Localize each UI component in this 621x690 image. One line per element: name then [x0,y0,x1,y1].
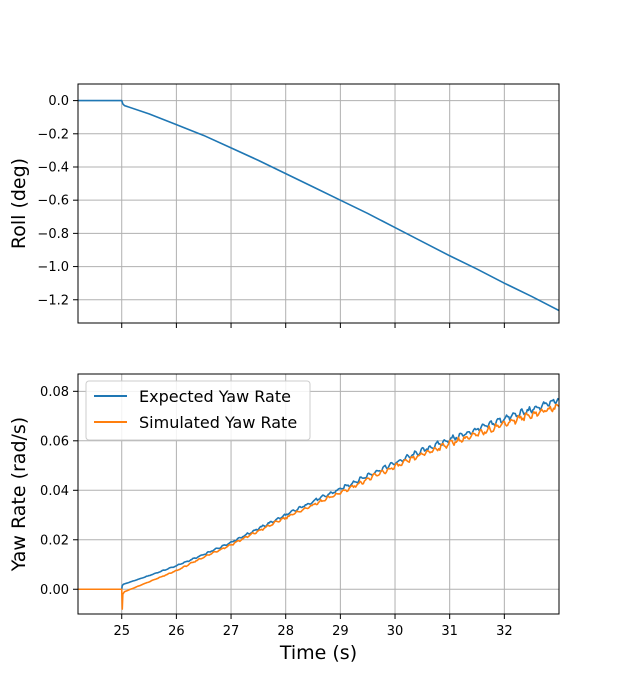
yaw-rate-subplot: 25 26 27 28 29 30 31 32 0.00 0.02 0.04 0.06 0.08 Yaw … [8,373,560,664]
y-tick-label: 0.08 [40,385,69,400]
legend-label: Simulated Yaw Rate [139,413,297,432]
axes-frame [77,373,560,615]
roll-subplot: 0.0 −0.2 −0.4 −0.6 −0.8 −1.0 −1.2 Roll (deg) [8,83,560,328]
y-tick-label: −0.6 [37,194,69,209]
x-axis-label: Time (s) [279,642,357,664]
axes-frame [77,83,560,324]
roll-line [78,99,559,312]
y-axis-label: Roll (deg) [8,158,30,249]
y-tick-label: 0.02 [40,533,69,548]
y-tick-label: −0.2 [37,127,69,142]
y-tick-label: −1.0 [37,260,69,275]
legend: Expected Yaw Rate Simulated Yaw Rate [85,380,311,441]
legend-label: Expected Yaw Rate [139,387,291,406]
x-tick-label: 30 [387,624,404,639]
x-tick-label: 26 [168,624,185,639]
y-tick-label: −0.4 [37,160,69,175]
y-tick-label: 0.00 [40,583,69,598]
y-tick-label: 0.06 [40,434,69,449]
y-tick-label: −0.8 [37,227,69,242]
simulated-yaw-rate-line [78,403,559,610]
x-tick-label: 29 [332,624,349,639]
legend-box [85,380,311,441]
x-tick-label: 28 [277,624,294,639]
expected-yaw-rate-line [78,397,559,591]
y-tick-label: 0.0 [48,94,69,109]
x-tick-label: 25 [113,624,130,639]
y-axis-label: Yaw Rate (rad/s) [8,417,30,572]
x-tick-label: 27 [223,624,240,639]
y-tick-label: −1.2 [37,293,69,308]
y-tick-label: 0.04 [40,484,69,499]
x-tick-label: 31 [441,624,458,639]
x-tick-label: 32 [496,624,513,639]
